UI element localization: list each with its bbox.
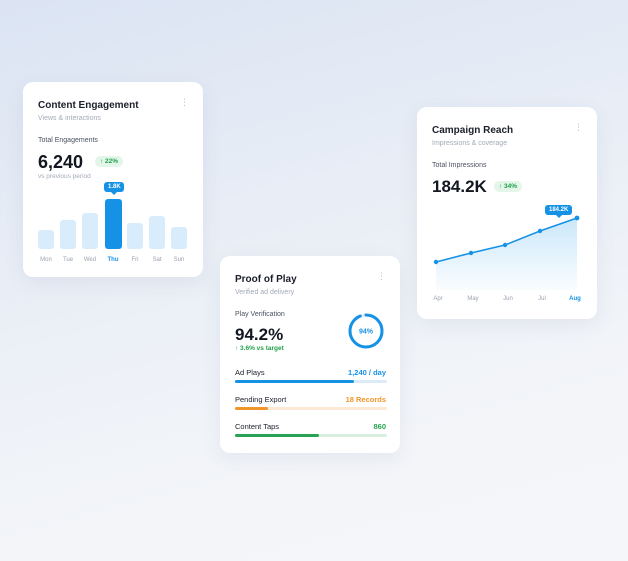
day-label: Mon <box>40 257 52 263</box>
day-label-active: Thu <box>107 257 119 263</box>
verification-ring: 94% <box>348 313 384 349</box>
progress-fill <box>235 434 319 437</box>
bar-wed <box>82 213 98 249</box>
metric-value: 6,240 <box>38 152 84 172</box>
progress-fill <box>235 380 354 383</box>
card-title: Proof of Play <box>235 274 297 285</box>
month-label: Apr <box>433 296 443 302</box>
reach-tooltip: 184.2K <box>545 205 573 218</box>
bar-thu[interactable] <box>105 199 122 249</box>
progress-track-pending-export <box>235 407 387 410</box>
content-engagement-card: Content Engagement Views & interactions … <box>23 82 203 277</box>
card-subtitle: Impressions & coverage <box>432 140 508 147</box>
more-menu-icon[interactable]: ⋮ <box>377 271 386 281</box>
row-value: 18 Records <box>345 395 386 404</box>
bar-tue <box>60 220 76 249</box>
point-may <box>468 250 474 256</box>
card-subtitle: Views & interactions <box>38 115 101 122</box>
row-value: 1,240 / day <box>348 368 386 377</box>
month-label-active: Aug <box>569 296 581 302</box>
metric-label: Total Impressions <box>432 162 487 169</box>
point-jul <box>537 228 543 234</box>
progress-fill <box>235 407 269 410</box>
row-label: Ad Plays <box>235 368 265 377</box>
comparison-text: vs previous period <box>38 173 91 180</box>
reach-line-chart <box>433 215 580 290</box>
progress-track-ad-plays <box>235 380 387 383</box>
target-change: ↑ 3.6% vs target <box>235 345 284 352</box>
bar-fri <box>127 223 143 249</box>
card-title: Campaign Reach <box>432 125 514 136</box>
metric-value: 94.2% <box>235 325 284 344</box>
row-label: Content Taps <box>235 422 280 431</box>
day-label: Sat <box>152 257 162 263</box>
proof-of-play-card: Proof of Play Verified ad delivery ⋮ Pla… <box>220 256 400 453</box>
point-jun <box>502 242 508 248</box>
month-label: Jul <box>538 296 546 302</box>
more-menu-icon[interactable]: ⋮ <box>574 122 583 132</box>
day-label: Sun <box>173 257 185 263</box>
progress-track-content-taps <box>235 434 387 437</box>
ring-label: 94% <box>359 329 374 336</box>
point-apr <box>433 259 439 265</box>
bar-sat <box>149 216 165 249</box>
day-label: Tue <box>62 257 74 263</box>
point-aug <box>574 215 580 221</box>
metric-value: 184.2K <box>432 177 487 196</box>
row-value: 860 <box>373 422 386 431</box>
campaign-reach-card: Campaign Reach Impressions & coverage ⋮ … <box>417 107 597 319</box>
bar-tooltip: 1.8K <box>104 182 124 195</box>
change-badge: ↑ 34% <box>494 181 523 192</box>
metric-label: Total Engagements <box>38 137 98 144</box>
card-subtitle: Verified ad delivery <box>235 289 295 296</box>
month-label: Jun <box>503 296 513 302</box>
more-menu-icon[interactable]: ⋮ <box>180 97 189 107</box>
change-badge: ↑ 22% <box>95 156 124 167</box>
bar-sun <box>171 227 187 249</box>
day-label: Wed <box>83 257 97 263</box>
month-label: May <box>467 296 479 302</box>
area-fill <box>436 218 577 290</box>
metric-label: Play Verification <box>235 311 285 318</box>
day-label: Fri <box>131 257 139 263</box>
row-label: Pending Export <box>235 395 287 404</box>
card-title: Content Engagement <box>38 100 139 111</box>
bar-mon <box>38 230 54 249</box>
